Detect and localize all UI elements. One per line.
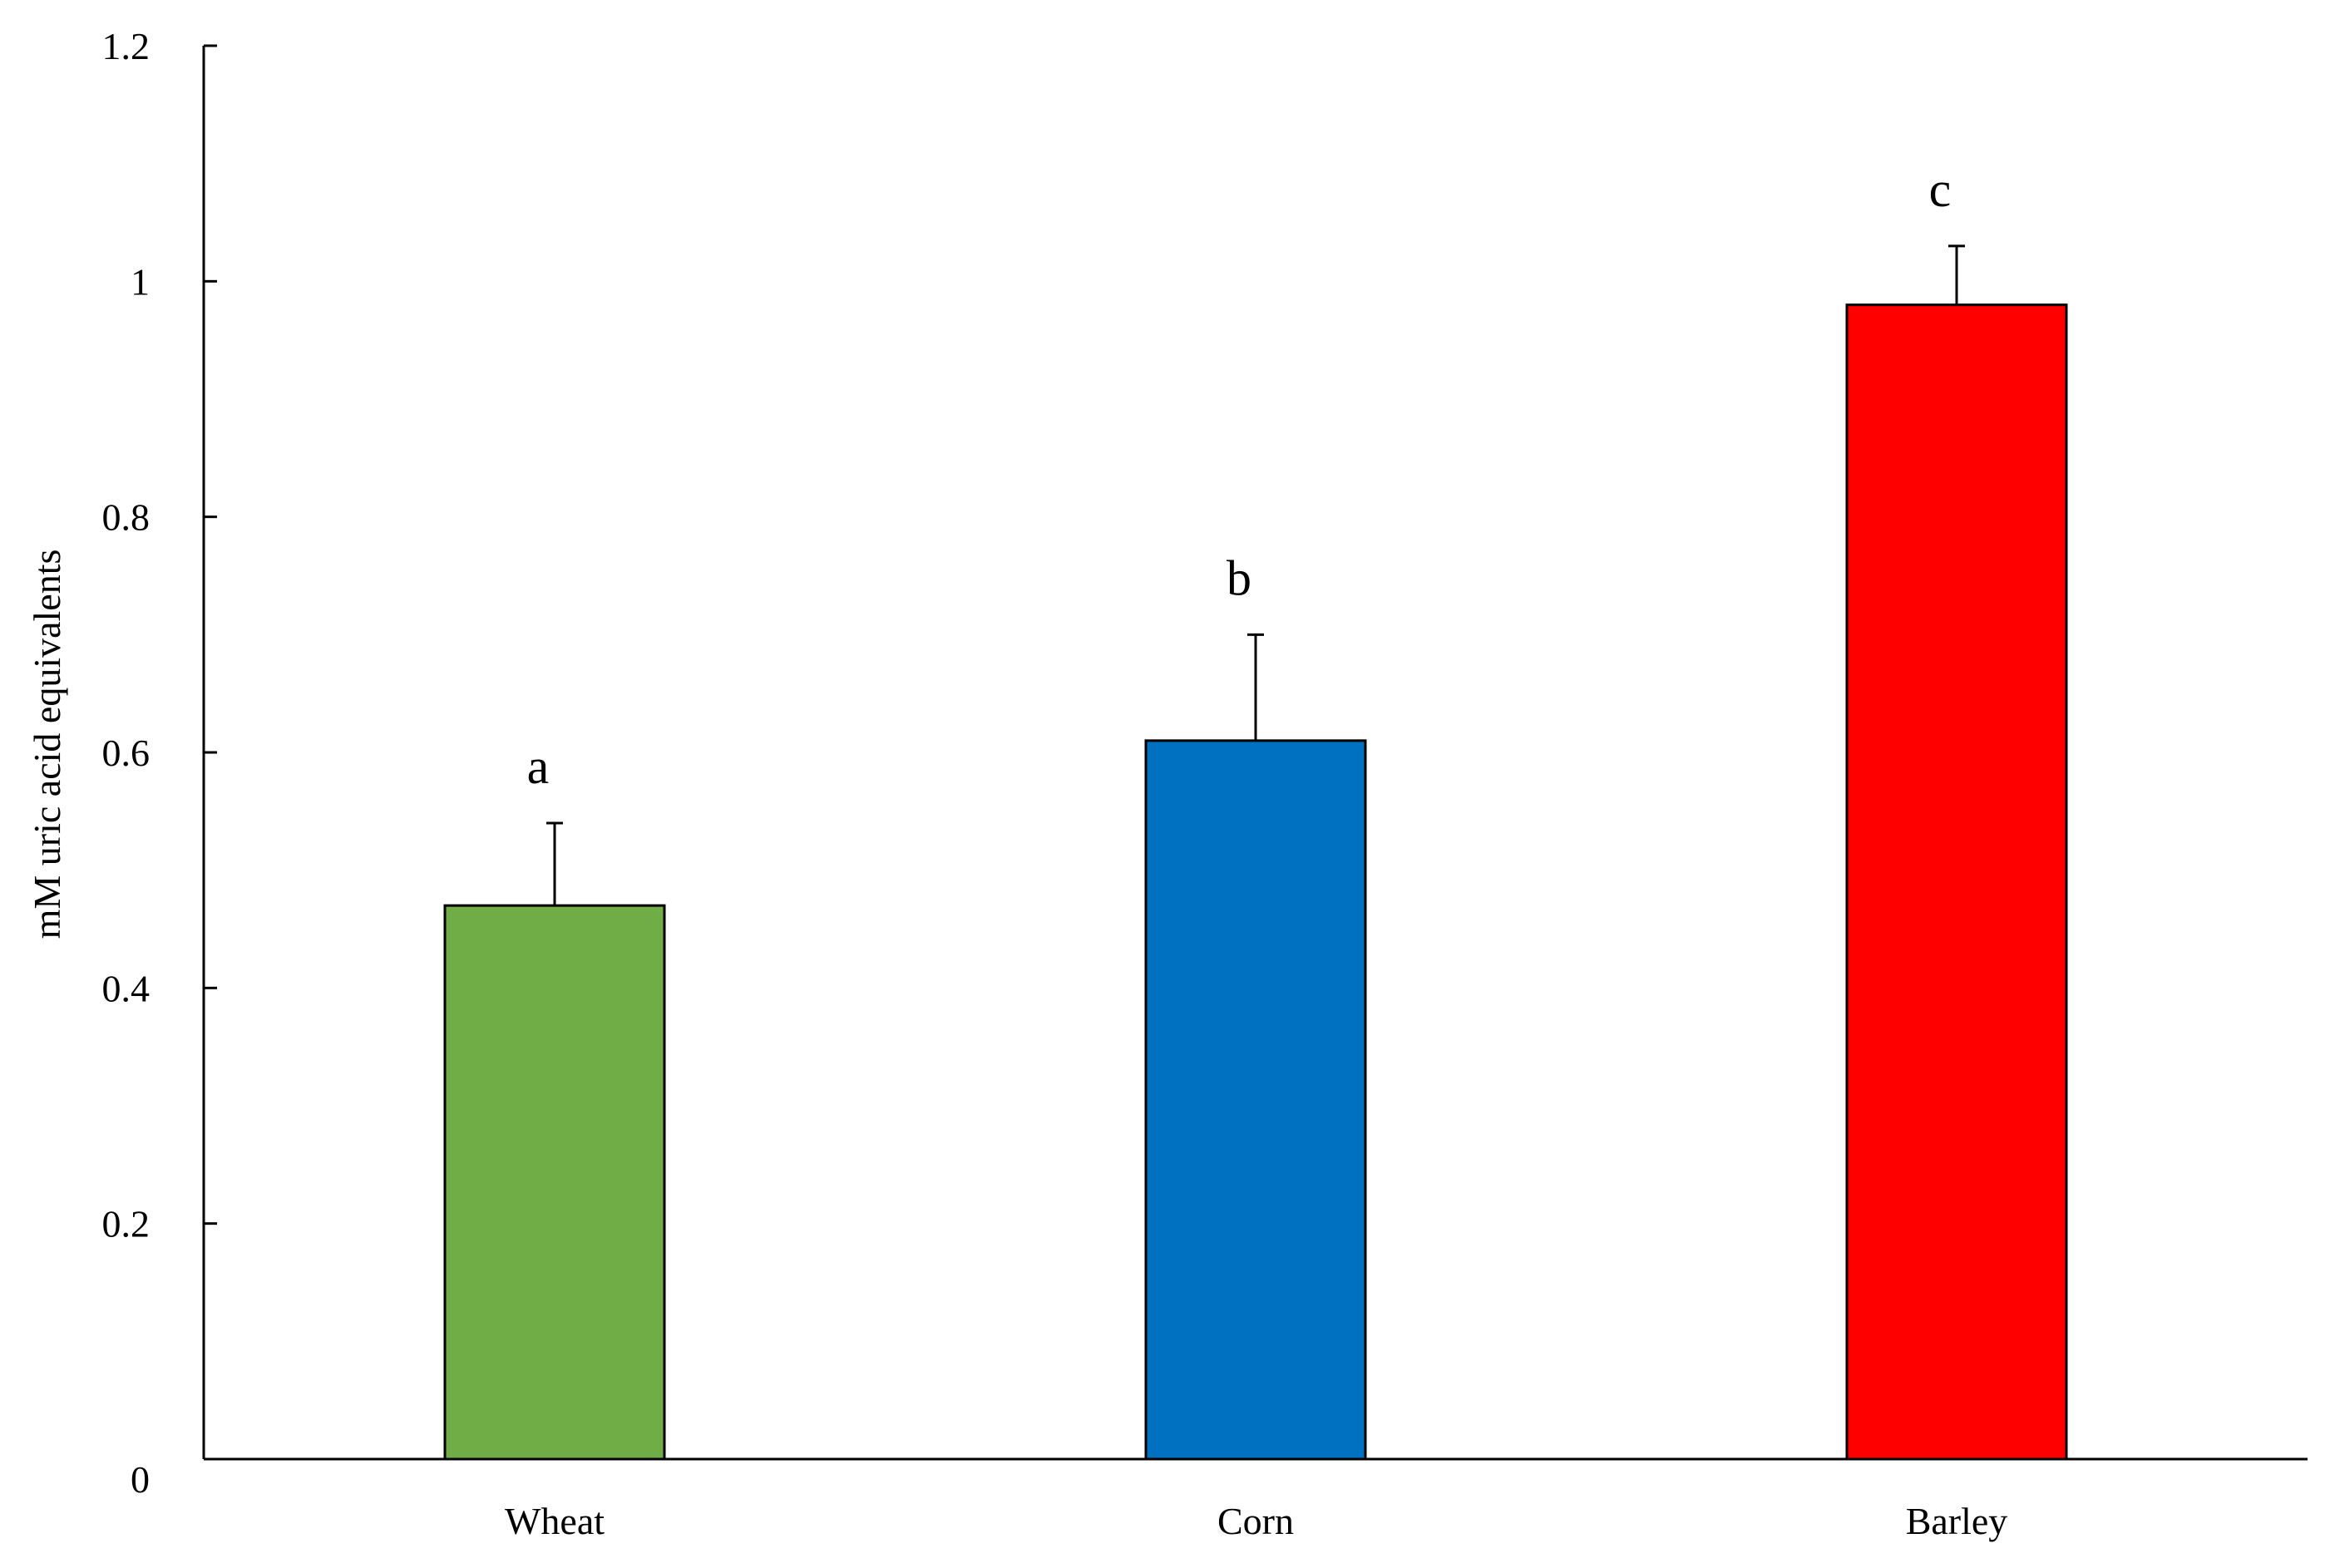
category-label-wheat: Wheat [505,1500,605,1542]
y-tick-label: 0.6 [102,732,151,774]
significance-labels-group: a b c [527,162,1952,794]
bar-wheat [443,904,666,1461]
y-tick-label: 0.8 [102,496,151,539]
significance-label-barley: c [1929,162,1952,217]
category-label-barley: Barley [1906,1500,2008,1542]
bar-barley [1845,303,2068,1461]
y-tick-label: 1 [131,260,150,303]
bars-group [443,303,2068,1461]
y-tick-label: 0.2 [102,1203,151,1245]
y-tick-label: 0.4 [102,967,151,1009]
bar-corn [1144,739,1367,1461]
significance-label-wheat: a [527,739,550,794]
y-tick-label: 0 [131,1458,150,1501]
category-labels-group: Wheat Corn Barley [505,1500,2007,1542]
category-label-corn: Corn [1217,1500,1294,1542]
y-axis-title: mM uric acid equivalents [26,550,68,939]
significance-label-corn: b [1227,550,1251,605]
y-tick-label: 1.2 [102,25,151,67]
error-bars-group [546,244,1965,906]
y-axis-ticks: 0 0.2 0.4 0.6 0.8 1 1.2 [102,25,217,1501]
